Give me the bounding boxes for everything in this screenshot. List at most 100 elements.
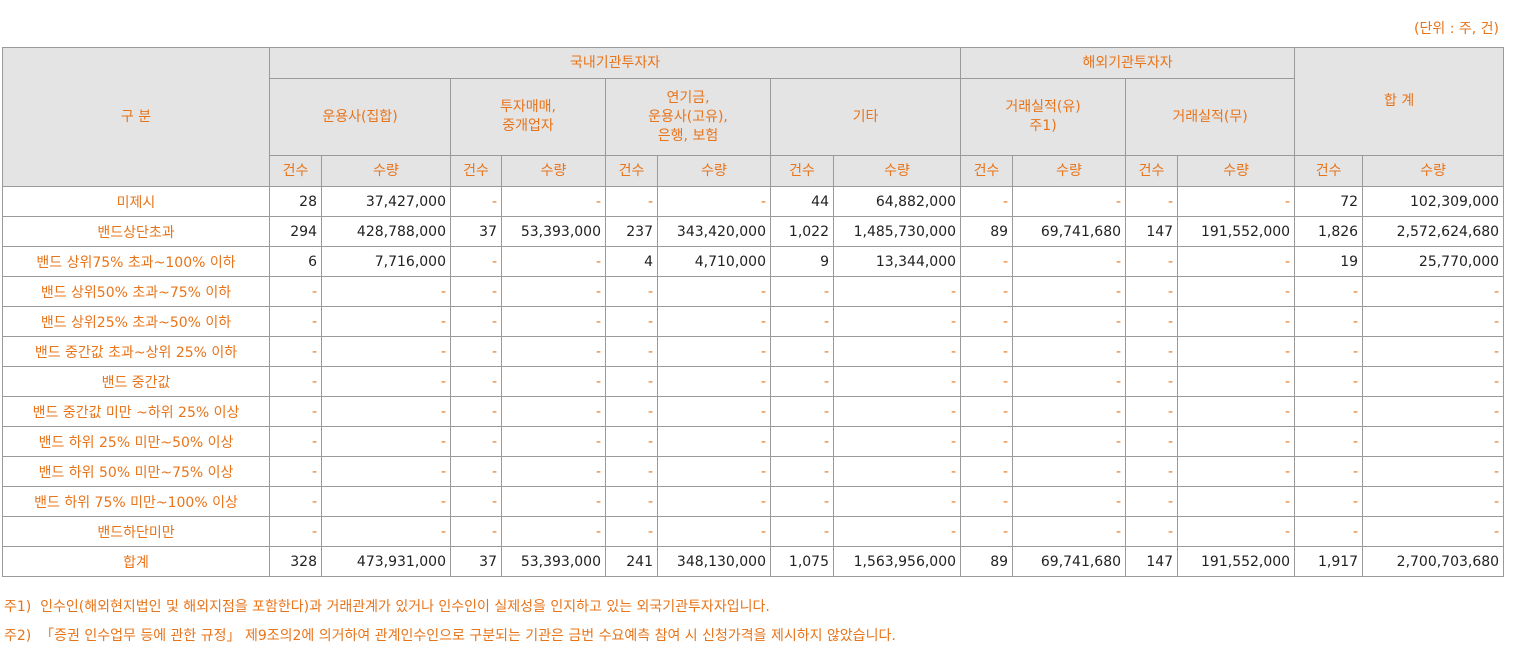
table-cell: 1,075	[770, 546, 834, 577]
table-cell: -	[1012, 336, 1127, 367]
table-cell: 53,393,000	[501, 216, 606, 247]
table-cell: -	[960, 306, 1014, 337]
table-cell: 1,826	[1294, 216, 1364, 247]
table-cell: -	[770, 336, 834, 367]
table-cell: -	[960, 426, 1014, 457]
table-cell: 6	[269, 246, 322, 277]
header-cell: 해외기관투자자	[960, 47, 1296, 79]
table-cell: -	[269, 366, 322, 397]
table-cell: -	[605, 486, 658, 517]
table-cell: -	[1177, 456, 1296, 487]
table-cell: -	[832, 366, 962, 397]
table-cell: -	[832, 306, 962, 337]
table-row: 밴드 중간값 초과~상위 25% 이하 - - - - - - - - - - - - - -	[2, 336, 1505, 367]
table-cell: -	[269, 276, 322, 307]
table-cell: -	[960, 516, 1014, 547]
table-cell: -	[832, 456, 962, 487]
header-cell: 수량	[1177, 155, 1296, 187]
table-cell: -	[501, 486, 606, 517]
table-cell: -	[1177, 366, 1296, 397]
table-cell: -	[269, 486, 322, 517]
table-cell: -	[501, 186, 606, 217]
table-cell: 4,710,000	[657, 246, 771, 277]
table-cell: 348,130,000	[657, 546, 771, 577]
header-cell: 구 분	[2, 47, 270, 187]
table-cell: -	[1177, 486, 1296, 517]
table-cell: -	[605, 516, 658, 547]
table-cell: -	[501, 366, 606, 397]
table-cell: -	[321, 396, 451, 427]
row-label: 합계	[2, 546, 270, 577]
table-cell: -	[1012, 516, 1127, 547]
header-cell: 수량	[832, 155, 962, 187]
table-cell: -	[1294, 426, 1364, 457]
table-cell: -	[450, 276, 502, 307]
table-cell: 473,931,000	[321, 546, 451, 577]
table-cell: -	[1294, 486, 1364, 517]
table-cell: -	[770, 426, 834, 457]
header-cell: 건수	[1294, 155, 1364, 187]
table-cell: -	[450, 306, 502, 337]
table-cell: -	[1012, 306, 1127, 337]
table-cell: -	[269, 306, 322, 337]
table-cell: -	[1177, 396, 1296, 427]
table-cell: -	[657, 336, 771, 367]
table-cell: -	[770, 276, 834, 307]
table-cell: 69,741,680	[1012, 216, 1127, 247]
table-cell: -	[321, 276, 451, 307]
table-cell: 191,552,000	[1177, 216, 1296, 247]
header-cell: 건수	[269, 155, 322, 187]
table-row: 밴드하단미만 - - - - - - - - - - - - - -	[2, 516, 1505, 547]
header-cell: 합 계	[1294, 47, 1505, 156]
table-cell: -	[960, 366, 1014, 397]
table-cell: 69,741,680	[1012, 546, 1127, 577]
table-cell: -	[501, 306, 606, 337]
table-cell: -	[501, 276, 606, 307]
table-cell: -	[657, 306, 771, 337]
table-cell: -	[657, 486, 771, 517]
table-cell: 37	[450, 546, 502, 577]
table-cell: -	[657, 366, 771, 397]
table-cell: -	[657, 276, 771, 307]
table-cell: 428,788,000	[321, 216, 451, 247]
table-cell: -	[1362, 306, 1505, 337]
table-cell: -	[605, 276, 658, 307]
table-cell: 44	[770, 186, 834, 217]
table-cell: -	[605, 336, 658, 367]
table-cell: -	[501, 426, 606, 457]
header-cell: 건수	[960, 155, 1014, 187]
row-label: 밴드 하위 50% 미만~75% 이상	[2, 456, 270, 487]
table-cell: 37	[450, 216, 502, 247]
table-cell: -	[1362, 336, 1505, 367]
table-cell: 191,552,000	[1177, 546, 1296, 577]
table-cell: -	[501, 516, 606, 547]
table-cell: 72	[1294, 186, 1364, 217]
table-cell: -	[1125, 516, 1179, 547]
table-cell: -	[1125, 426, 1179, 457]
table-cell: 28	[269, 186, 322, 217]
table-cell: -	[501, 456, 606, 487]
table-cell: -	[1125, 336, 1179, 367]
row-label: 밴드 상위25% 초과~50% 이하	[2, 306, 270, 337]
table-row: 합계 328 473,931,000 37 53,393,000 241 348,130,0…	[2, 546, 1505, 577]
table-cell: -	[1294, 336, 1364, 367]
table-cell: 89	[960, 546, 1014, 577]
table-cell: -	[657, 516, 771, 547]
table-cell: -	[450, 516, 502, 547]
table-cell: -	[1012, 276, 1127, 307]
header-cell: 건수	[450, 155, 502, 187]
table-cell: -	[1177, 336, 1296, 367]
table-cell: -	[605, 366, 658, 397]
table-cell: -	[501, 336, 606, 367]
table-cell: -	[450, 396, 502, 427]
table-cell: -	[269, 456, 322, 487]
table-cell: -	[450, 186, 502, 217]
table-cell: -	[1362, 516, 1505, 547]
table-cell: -	[832, 336, 962, 367]
table-cell: -	[605, 396, 658, 427]
row-label: 밴드 중간값	[2, 366, 270, 397]
table-cell: -	[1294, 456, 1364, 487]
table-cell: -	[1362, 396, 1505, 427]
table-row: 밴드 중간값 미만 ~하위 25% 이상 - - - - - - - - - - - - - -	[2, 396, 1505, 427]
table-cell: -	[605, 306, 658, 337]
